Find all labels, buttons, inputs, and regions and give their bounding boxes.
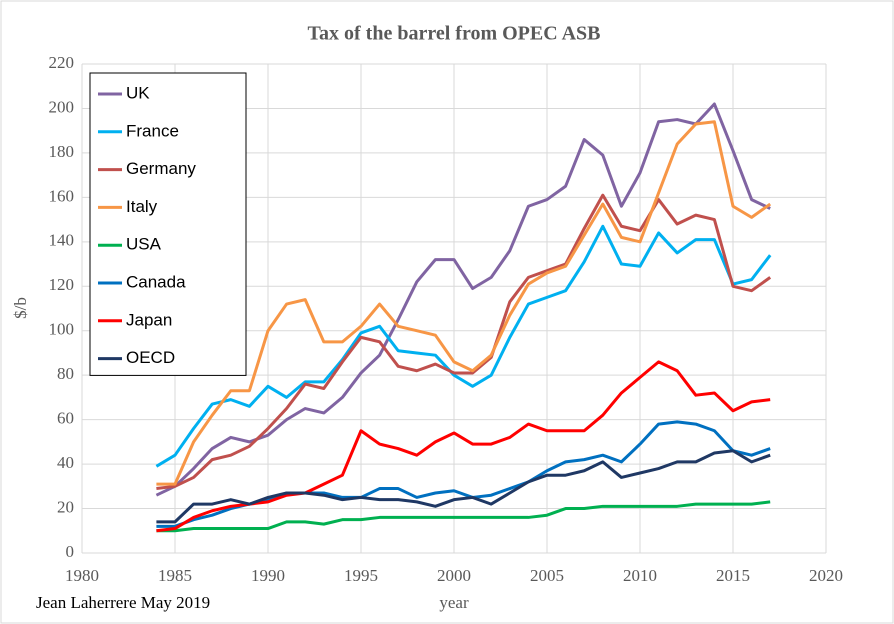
legend-label: Canada xyxy=(126,272,186,291)
y-tick-label: 0 xyxy=(66,542,75,561)
legend-label: Italy xyxy=(126,197,158,216)
y-tick-label: 20 xyxy=(57,497,74,516)
y-axis-label: $/b xyxy=(11,297,30,319)
x-tick-label: 2010 xyxy=(623,566,657,585)
chart-title: Tax of the barrel from OPEC ASB xyxy=(308,23,601,45)
annotation: Jean Laherrere May 2019 xyxy=(36,593,210,612)
y-tick-label: 100 xyxy=(49,320,75,339)
y-tick-label: 80 xyxy=(57,364,74,383)
x-tick-label: 1990 xyxy=(251,566,285,585)
x-tick-label: 2000 xyxy=(437,566,471,585)
y-tick-label: 200 xyxy=(49,97,75,116)
x-axis-label: year xyxy=(439,593,469,612)
x-tick-label: 2015 xyxy=(716,566,750,585)
line-series xyxy=(156,500,771,533)
x-tick-label: 1980 xyxy=(65,566,99,585)
y-tick-label: 40 xyxy=(57,453,74,472)
y-tick-label: 180 xyxy=(49,142,75,161)
y-tick-label: 160 xyxy=(49,186,75,205)
legend-label: USA xyxy=(126,235,162,254)
line-series xyxy=(156,193,772,491)
legend-label: Japan xyxy=(126,310,172,329)
legend-label: UK xyxy=(126,83,150,102)
x-tick-label: 2020 xyxy=(809,566,843,585)
y-tick-label: 140 xyxy=(49,231,75,250)
line-series xyxy=(156,449,771,524)
legend-label: Germany xyxy=(126,159,196,178)
legend-label: OECD xyxy=(126,348,175,367)
y-tick-label: 60 xyxy=(57,409,74,428)
x-tick-label: 1995 xyxy=(344,566,378,585)
x-tick-label: 2005 xyxy=(530,566,564,585)
x-tick-label: 1985 xyxy=(158,566,192,585)
legend-label: France xyxy=(126,121,179,140)
y-tick-label: 220 xyxy=(49,53,75,72)
legend-box xyxy=(89,72,247,376)
line-series xyxy=(156,360,771,533)
line-series xyxy=(156,120,772,486)
line-series xyxy=(155,224,772,468)
y-tick-label: 120 xyxy=(49,275,75,294)
